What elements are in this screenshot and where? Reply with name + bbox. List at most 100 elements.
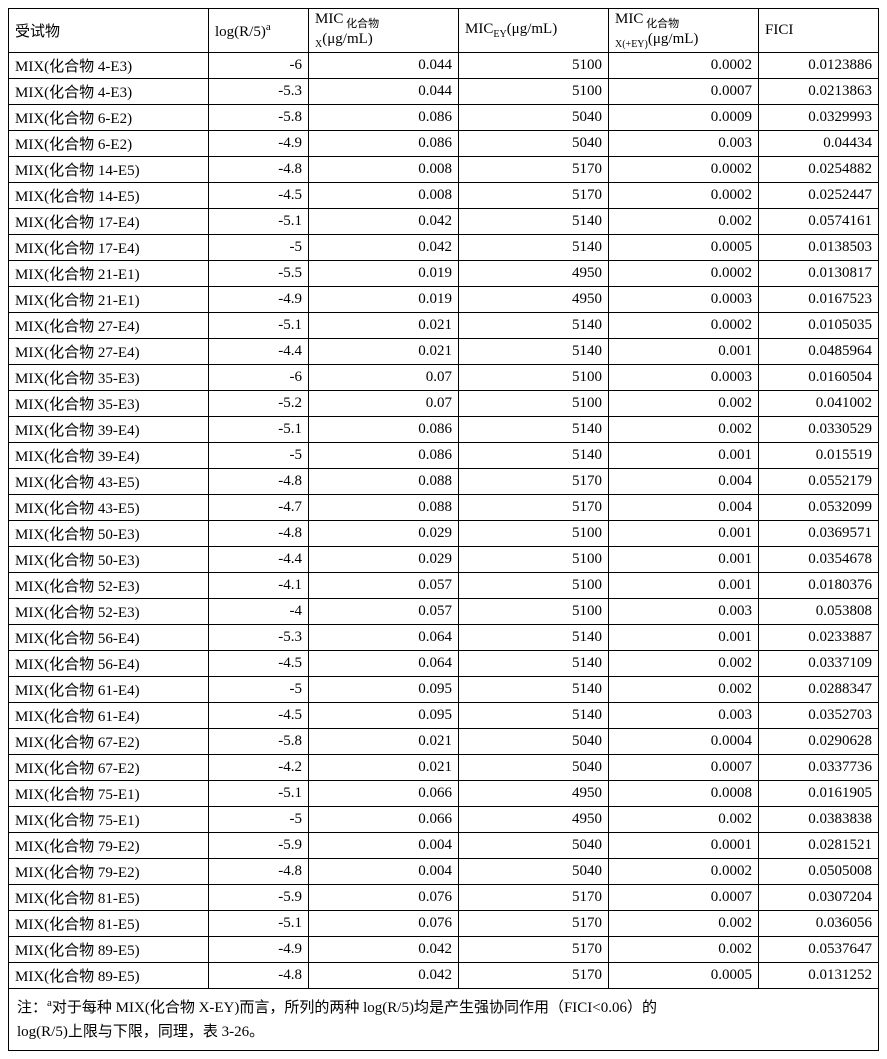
cell-micx: 0.086 bbox=[309, 105, 459, 131]
cell-micx: 0.008 bbox=[309, 157, 459, 183]
cell-fici: 0.0138503 bbox=[759, 235, 879, 261]
cell-fici: 0.053808 bbox=[759, 599, 879, 625]
table-row: MIX(化合物 75-E1)-5.10.06649500.00080.01619… bbox=[9, 781, 879, 807]
cell-micxey: 0.0003 bbox=[609, 365, 759, 391]
cell-micx: 0.042 bbox=[309, 209, 459, 235]
cell-micey: 5100 bbox=[459, 547, 609, 573]
footnote-body1: 对于每种 MIX(化合物 X-EY)而言，所列的两种 log(R/5)均是产生强… bbox=[52, 1000, 657, 1016]
cell-micey: 5170 bbox=[459, 911, 609, 937]
header-log-text: log(R/5) bbox=[215, 24, 266, 40]
cell-fici: 0.0281521 bbox=[759, 833, 879, 859]
cell-subject: MIX(化合物 39-E4) bbox=[9, 417, 209, 443]
cell-fici: 0.0383838 bbox=[759, 807, 879, 833]
cell-fici: 0.0213863 bbox=[759, 79, 879, 105]
footnote-prefix: 注： bbox=[17, 1000, 47, 1016]
cell-subject: MIX(化合物 81-E5) bbox=[9, 911, 209, 937]
cell-fici: 0.0369571 bbox=[759, 521, 879, 547]
cell-fici: 0.0352703 bbox=[759, 703, 879, 729]
cell-micx: 0.095 bbox=[309, 703, 459, 729]
cell-micxey: 0.001 bbox=[609, 573, 759, 599]
cell-fici: 0.0290628 bbox=[759, 729, 879, 755]
cell-subject: MIX(化合物 17-E4) bbox=[9, 235, 209, 261]
cell-fici: 0.0288347 bbox=[759, 677, 879, 703]
cell-log: -6 bbox=[209, 53, 309, 79]
cell-micxey: 0.0008 bbox=[609, 781, 759, 807]
cell-log: -4.8 bbox=[209, 157, 309, 183]
cell-subject: MIX(化合物 27-E4) bbox=[9, 339, 209, 365]
cell-log: -5.1 bbox=[209, 313, 309, 339]
table-row: MIX(化合物 4-E3)-5.30.04451000.00070.021386… bbox=[9, 79, 879, 105]
cell-subject: MIX(化合物 6-E2) bbox=[9, 105, 209, 131]
cell-log: -5 bbox=[209, 807, 309, 833]
cell-log: -4 bbox=[209, 599, 309, 625]
cell-subject: MIX(化合物 79-E2) bbox=[9, 859, 209, 885]
cell-micey: 5040 bbox=[459, 859, 609, 885]
table-row: MIX(化合物 89-E5)-4.90.04251700.0020.053764… bbox=[9, 937, 879, 963]
cell-micxey: 0.001 bbox=[609, 443, 759, 469]
table-row: MIX(化合物 39-E4)-5.10.08651400.0020.033052… bbox=[9, 417, 879, 443]
cell-micxey: 0.0002 bbox=[609, 859, 759, 885]
cell-micey: 5170 bbox=[459, 495, 609, 521]
table-row: MIX(化合物 17-E4)-50.04251400.00050.0138503 bbox=[9, 235, 879, 261]
cell-micey: 5140 bbox=[459, 677, 609, 703]
cell-subject: MIX(化合物 79-E2) bbox=[9, 833, 209, 859]
table-row: MIX(化合物 67-E2)-5.80.02150400.00040.02906… bbox=[9, 729, 879, 755]
cell-fici: 0.015519 bbox=[759, 443, 879, 469]
header-log-sup: a bbox=[266, 21, 271, 33]
cell-micey: 5170 bbox=[459, 885, 609, 911]
cell-fici: 0.0574161 bbox=[759, 209, 879, 235]
table-row: MIX(化合物 56-E4)-5.30.06451400.0010.023388… bbox=[9, 625, 879, 651]
cell-log: -4.8 bbox=[209, 521, 309, 547]
cell-micx: 0.064 bbox=[309, 625, 459, 651]
cell-subject: MIX(化合物 50-E3) bbox=[9, 521, 209, 547]
cell-fici: 0.0123886 bbox=[759, 53, 879, 79]
cell-micey: 5170 bbox=[459, 963, 609, 989]
cell-log: -4.5 bbox=[209, 703, 309, 729]
cell-micxey: 0.0001 bbox=[609, 833, 759, 859]
cell-subject: MIX(化合物 61-E4) bbox=[9, 703, 209, 729]
cell-micxey: 0.0002 bbox=[609, 313, 759, 339]
cell-micx: 0.088 bbox=[309, 495, 459, 521]
cell-micey: 5040 bbox=[459, 105, 609, 131]
table-row: MIX(化合物 81-E5)-5.10.07651700.0020.036056 bbox=[9, 911, 879, 937]
cell-micxey: 0.0009 bbox=[609, 105, 759, 131]
cell-micx: 0.086 bbox=[309, 417, 459, 443]
cell-micx: 0.021 bbox=[309, 339, 459, 365]
cell-micey: 5100 bbox=[459, 599, 609, 625]
cell-subject: MIX(化合物 67-E2) bbox=[9, 729, 209, 755]
cell-micxey: 0.0002 bbox=[609, 53, 759, 79]
cell-micey: 5100 bbox=[459, 79, 609, 105]
table-row: MIX(化合物 56-E4)-4.50.06451400.0020.033710… bbox=[9, 651, 879, 677]
cell-micx: 0.042 bbox=[309, 235, 459, 261]
cell-micx: 0.095 bbox=[309, 677, 459, 703]
cell-subject: MIX(化合物 35-E3) bbox=[9, 391, 209, 417]
cell-micxey: 0.003 bbox=[609, 599, 759, 625]
cell-subject: MIX(化合物 75-E1) bbox=[9, 807, 209, 833]
cell-micx: 0.021 bbox=[309, 755, 459, 781]
cell-micey: 5100 bbox=[459, 53, 609, 79]
cell-fici: 0.0330529 bbox=[759, 417, 879, 443]
header-micx-sub1: 化合物 bbox=[343, 18, 379, 30]
cell-micey: 5170 bbox=[459, 183, 609, 209]
cell-micey: 5140 bbox=[459, 703, 609, 729]
cell-micx: 0.076 bbox=[309, 911, 459, 937]
cell-log: -4.9 bbox=[209, 287, 309, 313]
cell-fici: 0.0337109 bbox=[759, 651, 879, 677]
cell-micx: 0.021 bbox=[309, 313, 459, 339]
cell-micey: 5100 bbox=[459, 573, 609, 599]
header-fici-text: FICI bbox=[765, 22, 793, 38]
cell-subject: MIX(化合物 52-E3) bbox=[9, 599, 209, 625]
table-row: MIX(化合物 6-E2)-4.90.08650400.0030.04434 bbox=[9, 131, 879, 157]
cell-micxey: 0.0002 bbox=[609, 183, 759, 209]
cell-fici: 0.041002 bbox=[759, 391, 879, 417]
cell-micey: 5100 bbox=[459, 521, 609, 547]
cell-fici: 0.0130817 bbox=[759, 261, 879, 287]
cell-micxey: 0.003 bbox=[609, 703, 759, 729]
table-row: MIX(化合物 6-E2)-5.80.08650400.00090.032999… bbox=[9, 105, 879, 131]
cell-micey: 5040 bbox=[459, 755, 609, 781]
cell-micx: 0.044 bbox=[309, 79, 459, 105]
cell-micxey: 0.002 bbox=[609, 937, 759, 963]
cell-fici: 0.0552179 bbox=[759, 469, 879, 495]
cell-fici: 0.0161905 bbox=[759, 781, 879, 807]
header-row: 受试物 log(R/5)a MIC 化合物X(μg/mL) MICEY(μg/m… bbox=[9, 9, 879, 53]
